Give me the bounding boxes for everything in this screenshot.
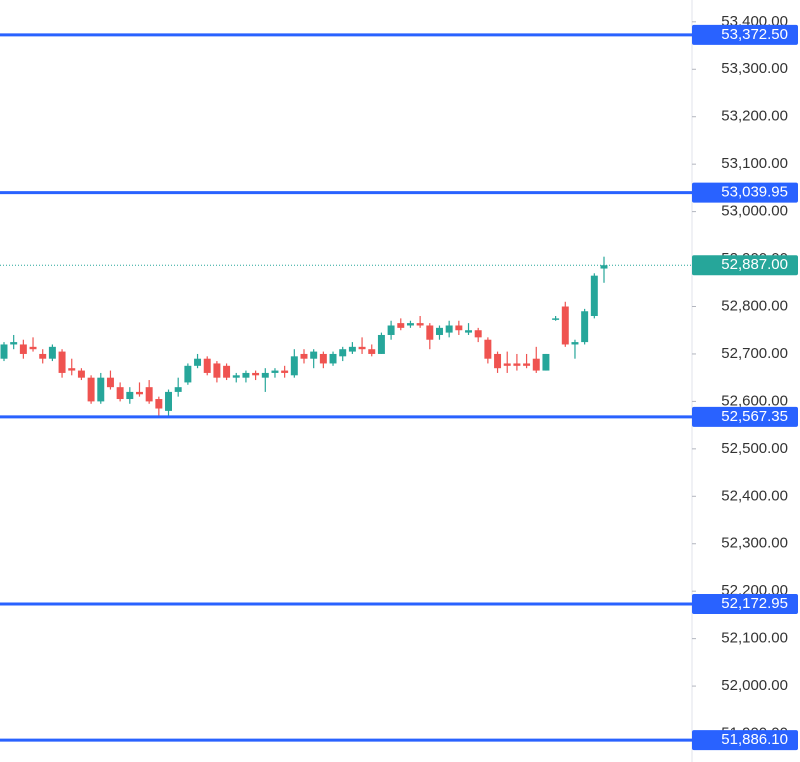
level-label: 51,886.10 <box>721 731 788 748</box>
candle-body <box>445 325 453 333</box>
candle-body <box>368 349 376 354</box>
y-tick-label: 53,100.00 <box>721 155 788 172</box>
candle-body <box>329 353 337 364</box>
y-tick-label: 53,300.00 <box>721 60 788 77</box>
candle-body <box>310 351 318 359</box>
candle-body <box>145 387 153 402</box>
last-price-label: 52,887.00 <box>721 256 788 273</box>
candle-body <box>252 372 260 376</box>
candle-body <box>58 351 66 373</box>
level-label-box <box>692 406 798 427</box>
candle-body <box>116 387 124 400</box>
candle-body <box>339 349 347 357</box>
candle-body <box>532 358 540 371</box>
candle-body <box>77 370 85 378</box>
candle-body <box>319 353 327 364</box>
level-label: 53,372.50 <box>721 26 788 43</box>
candle-body <box>106 377 114 388</box>
candle-body <box>68 368 76 371</box>
y-tick-label: 52,100.00 <box>721 630 788 647</box>
level-label-box <box>692 182 798 203</box>
candle-body <box>416 323 424 326</box>
candle-body <box>97 377 105 402</box>
level-label-box <box>692 730 798 751</box>
candle-body <box>87 377 95 402</box>
candle-body <box>213 363 221 378</box>
level-label: 52,567.35 <box>721 408 788 425</box>
candle-body <box>590 275 598 316</box>
candle-body <box>19 344 27 354</box>
candle-body <box>571 342 579 345</box>
candle-body <box>348 346 356 352</box>
y-tick-label: 52,600.00 <box>721 392 788 409</box>
candle-body <box>513 363 521 366</box>
candle-body <box>290 356 298 376</box>
candle-body <box>174 387 182 392</box>
candle-body <box>155 399 163 409</box>
candle-body <box>242 372 250 378</box>
candle-body <box>126 391 134 400</box>
level-label: 52,172.95 <box>721 595 788 612</box>
candle-body <box>387 325 395 335</box>
candle-body <box>0 344 8 359</box>
candle-body <box>39 353 47 359</box>
candle-body <box>455 325 463 331</box>
candle-body <box>523 363 531 366</box>
y-tick-label: 52,300.00 <box>721 535 788 552</box>
candle-body <box>358 346 366 350</box>
candle-body <box>397 323 405 328</box>
candle-body <box>494 353 502 369</box>
candle-body <box>281 370 289 373</box>
candle-body <box>377 334 385 354</box>
candle-body <box>271 370 279 373</box>
level-label: 53,039.95 <box>721 184 788 201</box>
candle-body <box>503 363 511 366</box>
candle-body <box>184 365 192 383</box>
y-tick-label: 52,800.00 <box>721 297 788 314</box>
candle-body <box>232 375 240 378</box>
candle-body <box>484 339 492 359</box>
y-tick-label: 53,200.00 <box>721 108 788 125</box>
candle-body <box>581 311 589 343</box>
level-label-box <box>692 24 798 45</box>
candle-body <box>426 325 434 340</box>
candle-body <box>29 346 37 350</box>
candle-body <box>10 342 18 345</box>
y-tick-label: 52,000.00 <box>721 677 788 694</box>
last-price-label-box <box>692 255 798 276</box>
candle-body <box>165 391 172 411</box>
candle-body <box>436 327 443 335</box>
candle-body <box>300 353 308 359</box>
candle-body <box>203 358 211 373</box>
y-tick-label: 53,000.00 <box>721 203 788 220</box>
candle-body <box>406 323 414 326</box>
y-tick-label: 52,700.00 <box>721 345 788 362</box>
candle-body <box>223 365 231 378</box>
candle-body <box>561 306 569 345</box>
candle-body <box>600 265 608 269</box>
candle-body <box>542 353 550 371</box>
candle-body <box>136 391 143 395</box>
candle-body <box>474 330 482 338</box>
candle-body <box>552 318 560 320</box>
candle-body <box>48 346 56 359</box>
candle-body <box>465 330 472 333</box>
y-tick-label: 52,500.00 <box>721 440 788 457</box>
candle-body <box>194 358 202 366</box>
level-label-box <box>692 594 798 615</box>
candle-body <box>261 372 269 378</box>
y-tick-label: 52,400.00 <box>721 487 788 504</box>
